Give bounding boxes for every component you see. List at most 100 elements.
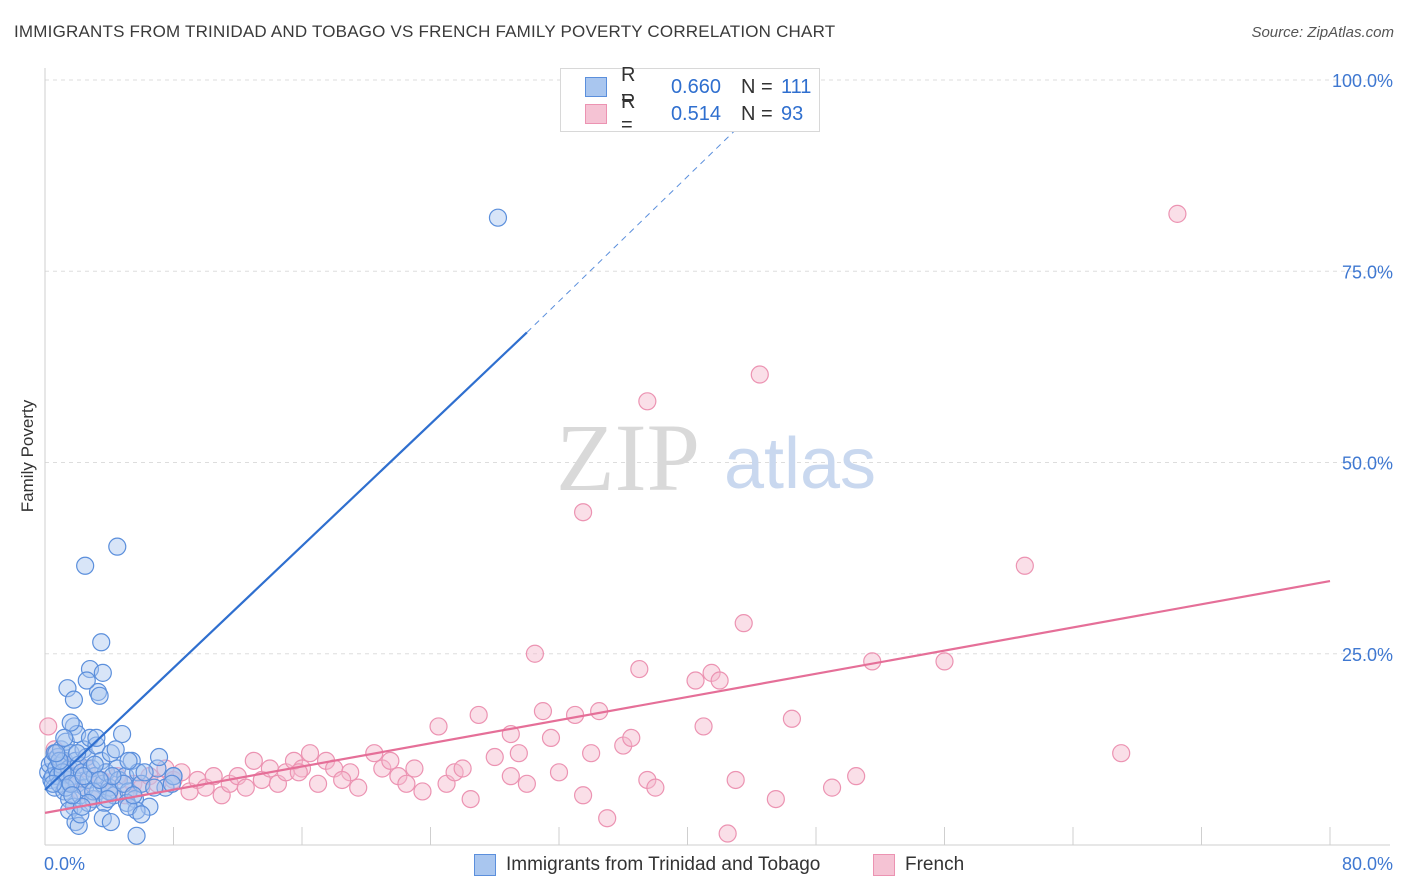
data-point-french: [573, 503, 593, 522]
data-point-french: [1015, 556, 1034, 575]
x-tick-label: 80.0%: [1342, 854, 1393, 874]
legend-r-value: 0.514: [670, 102, 721, 125]
y-axis-label: Family Poverty: [18, 399, 37, 513]
data-point-french: [863, 652, 882, 671]
data-point-trinidad: [101, 812, 120, 832]
data-point-french: [686, 671, 705, 690]
data-point-french: [565, 705, 585, 725]
y-tick-label: 100.0%: [1332, 71, 1393, 91]
data-point-french: [630, 659, 649, 679]
data-point-french: [501, 767, 520, 786]
legend-r-label: R =: [621, 91, 636, 136]
data-point-french: [734, 614, 753, 633]
trinidad-points: [39, 208, 508, 845]
data-point-french: [935, 652, 954, 671]
grid-lines: [45, 79, 1390, 655]
data-point-french: [1168, 204, 1187, 223]
watermark: ZIP atlas: [556, 404, 876, 511]
data-point-french: [582, 744, 601, 763]
data-point-french: [541, 728, 561, 748]
data-point-french: [333, 770, 352, 790]
legend-n-label: N =: [741, 102, 773, 125]
data-point-trinidad: [149, 747, 169, 767]
data-point-french: [381, 751, 400, 770]
data-point-french: [397, 774, 416, 793]
data-point-trinidad: [77, 671, 96, 690]
data-point-french: [750, 365, 769, 384]
data-point-trinidad: [85, 755, 104, 774]
source-credit: Source: ZipAtlas.com: [1251, 24, 1394, 41]
watermark-atlas: atlas: [724, 424, 876, 504]
trendline-french: [44, 579, 1331, 814]
y-tick-label: 25.0%: [1342, 645, 1393, 665]
data-point-trinidad: [164, 767, 183, 786]
data-point-trinidad: [76, 556, 95, 575]
data-point-french: [485, 747, 504, 767]
data-point-trinidad: [135, 763, 154, 782]
legend-swatch-pink: [585, 104, 607, 124]
data-point-trinidad: [63, 786, 82, 805]
data-point-trinidad: [108, 537, 127, 556]
legend-n-label: N =: [741, 75, 773, 98]
y-tick-label: 50.0%: [1342, 454, 1393, 474]
data-point-french: [525, 644, 545, 663]
data-point-french: [847, 767, 866, 786]
data-point-french: [204, 767, 223, 786]
data-point-french: [517, 774, 536, 793]
data-point-french: [638, 392, 657, 411]
data-point-french: [469, 705, 488, 725]
data-point-french: [429, 717, 448, 736]
data-point-french: [300, 744, 320, 763]
french-points: [39, 204, 1187, 843]
data-point-french: [244, 751, 263, 770]
tick-labels: 25.0% 50.0% 75.0% 100.0% 0.0% 80.0%: [44, 71, 1393, 874]
data-point-french: [549, 763, 569, 782]
data-point-french: [1112, 744, 1131, 763]
data-point-trinidad: [87, 728, 106, 748]
data-point-trinidad: [112, 724, 132, 744]
legend-n-value: 111: [781, 75, 812, 98]
data-point-trinidad: [68, 744, 87, 763]
data-point-trinidad: [90, 686, 109, 705]
legend-row-trinidad: R = 0.660 N = 111: [585, 64, 812, 109]
data-point-french: [533, 702, 553, 721]
data-point-french: [413, 782, 432, 801]
data-point-french: [726, 770, 745, 790]
data-point-french: [622, 728, 641, 748]
correlation-legend: R = 0.660 N = 111 R = 0.514 N = 93: [560, 64, 820, 136]
legend-swatch-blue: [474, 854, 496, 876]
data-point-trinidad: [69, 816, 88, 835]
data-point-trinidad: [93, 663, 112, 682]
data-point-french: [39, 717, 58, 736]
legend-label-french: French: [905, 854, 965, 875]
data-point-trinidad: [47, 744, 66, 763]
data-point-french: [453, 759, 472, 778]
legend-row-french: R = 0.514 N = 93: [585, 91, 803, 136]
watermark-zip: ZIP: [556, 404, 700, 511]
data-point-french: [718, 824, 737, 843]
data-point-trinidad: [488, 208, 508, 227]
data-point-trinidad: [55, 728, 74, 748]
legend-item-french: French: [873, 852, 964, 878]
legend-r-label: R =: [621, 64, 636, 109]
trendline-trinidad-extension: [526, 129, 737, 333]
data-point-french: [646, 778, 665, 797]
legend-r-value: 0.660: [670, 75, 721, 98]
data-point-trinidad: [64, 690, 84, 709]
data-point-french: [509, 744, 528, 763]
data-point-trinidad: [58, 679, 77, 698]
data-point-french: [461, 789, 480, 809]
data-point-french: [308, 774, 328, 793]
data-point-trinidad: [61, 713, 80, 732]
data-point-trinidad: [132, 805, 151, 824]
data-point-french: [782, 709, 802, 728]
data-point-french: [573, 786, 593, 805]
data-point-trinidad: [98, 789, 117, 809]
legend-swatch-blue: [585, 77, 607, 97]
x-tick-label: 0.0%: [44, 854, 85, 874]
y-tick-label: 75.0%: [1342, 262, 1393, 282]
data-point-french: [766, 789, 785, 809]
data-point-french: [710, 671, 729, 690]
axes: [44, 68, 1390, 846]
